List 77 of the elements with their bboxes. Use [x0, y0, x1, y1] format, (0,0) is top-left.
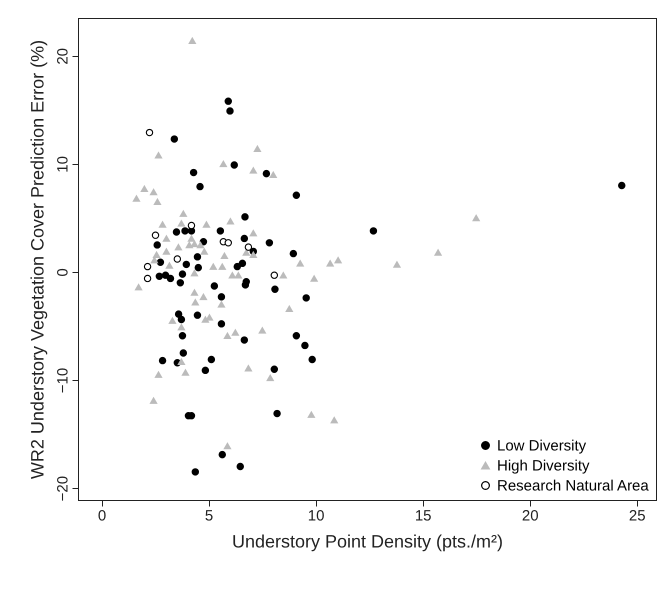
- point: [292, 192, 300, 199]
- point: [178, 270, 186, 278]
- x-tick-label: 5: [204, 508, 214, 524]
- point: [270, 272, 278, 279]
- x-tick-label: 10: [308, 508, 324, 524]
- y-tick-label: 10: [54, 156, 72, 173]
- legend-label: High Diversity: [497, 458, 590, 474]
- point: [166, 274, 174, 282]
- point: [270, 366, 278, 373]
- point: [146, 128, 154, 136]
- point: [174, 255, 182, 263]
- point: [230, 161, 238, 169]
- point: [210, 282, 218, 290]
- point: [170, 135, 178, 143]
- point: [144, 274, 152, 282]
- point: [266, 239, 274, 246]
- point: [181, 227, 189, 235]
- point: [153, 241, 161, 249]
- point: [218, 293, 226, 301]
- y-tick-label: −10: [54, 368, 72, 394]
- point: [242, 281, 250, 289]
- point: [196, 182, 204, 190]
- x-tick-label: 20: [522, 508, 539, 524]
- point: [194, 264, 202, 272]
- point: [182, 260, 190, 268]
- point: [144, 262, 152, 270]
- point: [180, 349, 188, 357]
- point: [224, 98, 232, 105]
- legend-label: Low Diversity: [497, 438, 587, 454]
- point: [216, 227, 224, 235]
- point: [273, 410, 281, 418]
- x-tick-label: 25: [628, 508, 646, 524]
- y-tick-label: −20: [54, 476, 72, 502]
- point: [156, 258, 164, 266]
- point: [308, 356, 316, 364]
- point: [172, 228, 180, 236]
- point: [178, 332, 186, 340]
- point: [194, 253, 202, 261]
- point: [218, 320, 226, 328]
- point: [202, 366, 210, 374]
- point: [234, 262, 241, 270]
- x-axis-title: Understory Point Density (pts./m²): [232, 532, 504, 552]
- point: [301, 342, 309, 350]
- point: [271, 286, 279, 293]
- point: [244, 243, 252, 251]
- point: [208, 356, 216, 364]
- x-tick-label: 15: [414, 508, 432, 524]
- point: [158, 356, 166, 364]
- legend-label: Research Natural Area: [497, 478, 650, 494]
- point: [292, 332, 300, 340]
- point: [238, 260, 246, 268]
- point: [224, 239, 232, 246]
- point: [302, 294, 310, 302]
- point: [240, 234, 248, 242]
- point: [152, 232, 160, 239]
- point: [370, 227, 378, 235]
- x-tick-label: 0: [98, 508, 106, 524]
- point: [190, 168, 198, 176]
- point: [174, 310, 182, 318]
- point: [162, 272, 170, 279]
- point: [262, 170, 270, 178]
- point: [178, 316, 186, 324]
- point: [226, 107, 234, 115]
- point: [240, 336, 248, 344]
- point: [241, 213, 249, 221]
- point: [618, 182, 626, 190]
- point: [290, 250, 298, 258]
- point: [156, 272, 164, 280]
- point: [218, 450, 226, 458]
- point: [194, 311, 202, 319]
- point: [188, 222, 196, 230]
- point: [236, 462, 244, 470]
- y-tick-label: 20: [54, 48, 72, 65]
- point: [176, 279, 184, 286]
- point: [192, 468, 200, 476]
- y-axis-title: WR2 Understory Vegetation Cover Prediction Error (%): [28, 40, 48, 480]
- y-tick-label: 0: [54, 268, 72, 277]
